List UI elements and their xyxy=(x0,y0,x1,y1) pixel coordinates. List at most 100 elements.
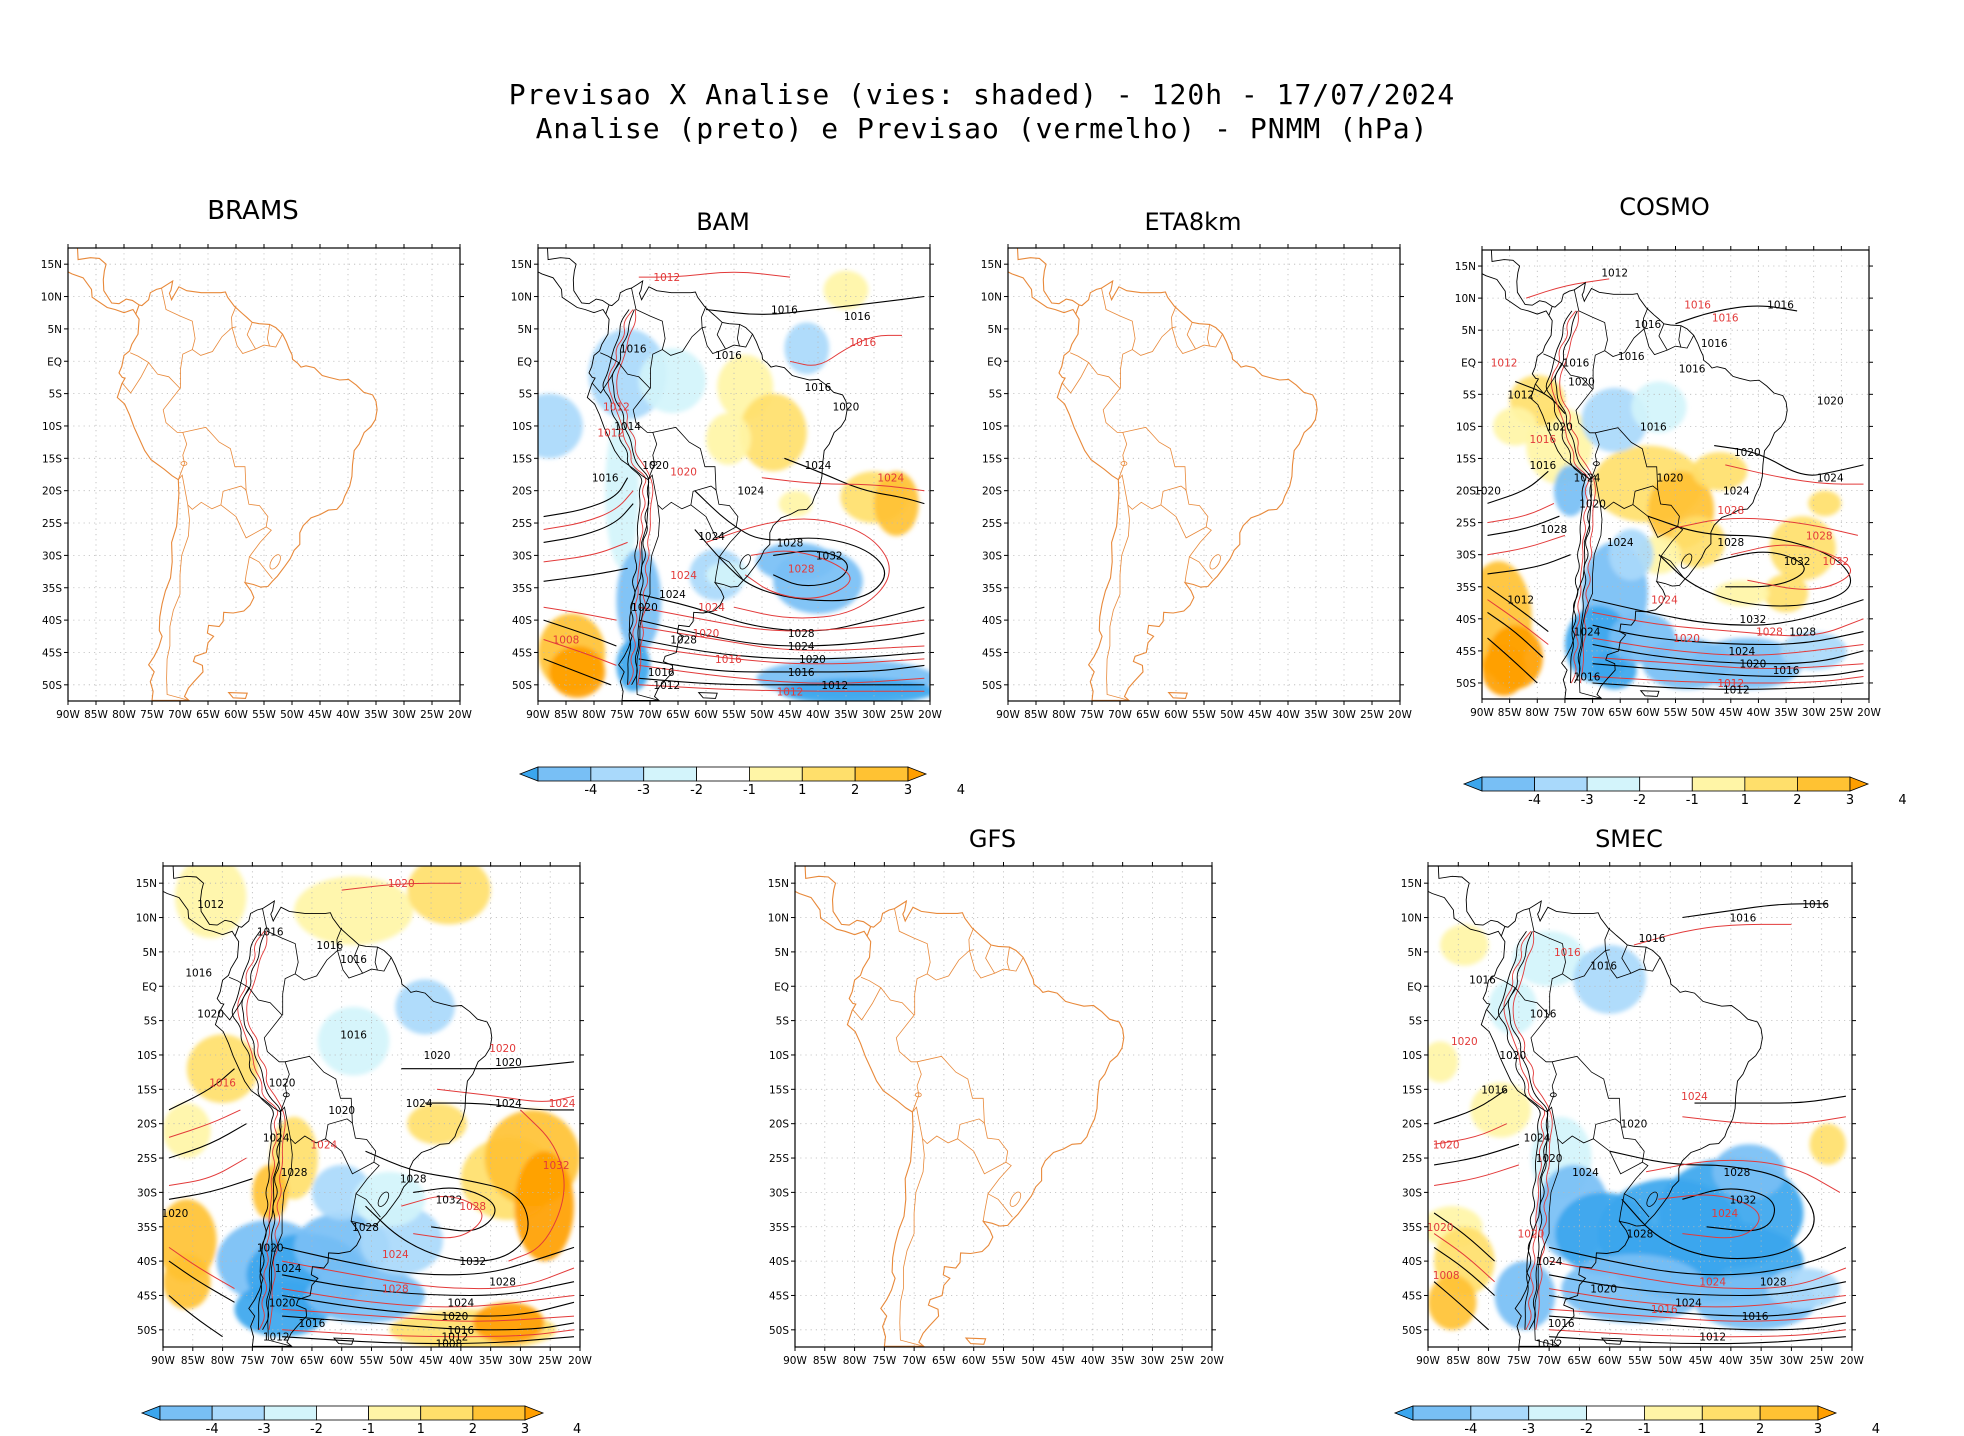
isobar-label: 1024 xyxy=(1817,473,1844,485)
bias-region xyxy=(1428,1274,1477,1330)
lon-tick-label: 80W xyxy=(1477,1355,1501,1367)
lat-tick-label: 35S xyxy=(1456,582,1476,594)
bias-region xyxy=(1692,452,1748,491)
isobar-label: 1016 xyxy=(849,337,876,349)
forecast-isobar xyxy=(1730,544,1851,590)
lat-tick-label: EQ xyxy=(1461,357,1476,369)
lat-tick-label: 45S xyxy=(1402,1290,1422,1302)
lat-tick-label: 10S xyxy=(42,421,62,433)
lat-tick-label: 25S xyxy=(512,518,532,530)
forecast-isobar xyxy=(1592,676,1864,684)
isobar-label: 1012 xyxy=(1699,1332,1726,1344)
lat-tick-label: 10S xyxy=(1402,1050,1422,1062)
isobar-label: 1016 xyxy=(1639,933,1666,945)
lon-tick-label: 45W xyxy=(778,709,802,721)
bias-region xyxy=(186,1034,259,1104)
lon-tick-label: 75W xyxy=(872,1355,896,1367)
colorbar-segment xyxy=(524,1405,545,1421)
isobar-label: 1020 xyxy=(670,466,697,478)
lat-tick-label: 30S xyxy=(512,550,532,562)
lon-tick-label: 40W xyxy=(1081,1355,1105,1367)
lat-tick-label: 10S xyxy=(512,421,532,433)
colorbar-label: 2 xyxy=(1793,793,1801,808)
lat-tick-label: 10N xyxy=(511,292,532,304)
lon-tick-label: 55W xyxy=(360,1355,384,1367)
lon-tick-label: 25W xyxy=(1810,1355,1834,1367)
colorbar-segment xyxy=(316,1405,369,1421)
lat-tick-label: 10N xyxy=(136,913,157,925)
isobar-label: 1016 xyxy=(715,654,742,666)
colorbar-segment xyxy=(1586,776,1641,792)
lat-tick-label: 25S xyxy=(1456,518,1476,530)
lon-tick-label: 25W xyxy=(420,709,444,721)
isobar-label: 1016 xyxy=(1684,300,1711,312)
isobar-label: 1020 xyxy=(197,1009,224,1021)
lon-tick-label: 25W xyxy=(1360,709,1384,721)
colorbar-segment xyxy=(1701,1405,1761,1421)
isobar-label: 1028 xyxy=(1627,1229,1654,1241)
lat-tick-label: 50S xyxy=(42,680,62,692)
isobar-label: 1016 xyxy=(340,954,367,966)
isobar-label: 1024 xyxy=(263,1132,290,1144)
colorbar-label: -3 xyxy=(1581,793,1594,808)
isobar-label: 1016 xyxy=(648,667,675,679)
isobar-label: 1012 xyxy=(603,402,630,414)
lat-tick-label: 15N xyxy=(41,259,62,271)
lon-tick-label: 50W xyxy=(280,709,304,721)
lon-tick-label: 50W xyxy=(750,709,774,721)
colorbar-segment xyxy=(140,1405,161,1421)
lat-tick-label: 45S xyxy=(982,647,1002,659)
lat-tick-label: 35S xyxy=(512,583,532,595)
lat-tick-label: 50S xyxy=(1402,1325,1422,1337)
lon-tick-label: 55W xyxy=(1628,1355,1652,1367)
isobar-label: 1020 xyxy=(1621,1119,1648,1131)
isobar-label: 1028 xyxy=(1789,627,1816,639)
analysis-isobar xyxy=(1433,1088,1508,1125)
colorbar-label: 2 xyxy=(851,783,859,798)
forecast-isobar xyxy=(1646,1159,1841,1193)
analysis-isobar xyxy=(1592,643,1864,665)
lat-tick-label: 20S xyxy=(1402,1119,1422,1131)
isobar-label: 1020 xyxy=(833,402,860,414)
bias-region xyxy=(514,1151,575,1262)
analysis-isobar xyxy=(638,677,925,686)
lat-tick-label: 5N xyxy=(1407,947,1422,959)
coastline xyxy=(163,866,493,1347)
isobar-label: 1012 xyxy=(442,1332,469,1344)
lat-tick-label: 15N xyxy=(768,878,789,890)
lon-tick-label: 60W xyxy=(224,709,248,721)
lon-tick-label: 70W xyxy=(1537,1355,1561,1367)
lon-tick-label: 30W xyxy=(1141,1355,1165,1367)
isobar-label: 1024 xyxy=(1699,1277,1726,1289)
isobar-label: 1020 xyxy=(495,1057,522,1069)
lat-tick-label: 25S xyxy=(1402,1153,1422,1165)
bias-region xyxy=(1573,945,1647,1014)
lat-tick-label: 40S xyxy=(512,615,532,627)
isobar-label: 1028 xyxy=(281,1167,308,1179)
isobar-label: 1028 xyxy=(459,1201,486,1213)
lat-tick-label: 15S xyxy=(1456,453,1476,465)
lon-tick-label: 45W xyxy=(308,709,332,721)
andes-contours xyxy=(231,931,286,1331)
analysis-isobar xyxy=(1675,305,1798,325)
axis-ticks: 15N 10N 5N EQ 5S 10S 15S 20S 25S 30S 35S 40S 45S 50S 9… xyxy=(1401,862,1864,1367)
isobar-label: 1020 xyxy=(1568,376,1595,388)
lon-tick-label: 20W xyxy=(1200,1355,1224,1367)
isobar-label: 1012 xyxy=(653,272,680,284)
lon-tick-label: 80W xyxy=(112,709,136,721)
analysis-isobar xyxy=(168,1068,235,1111)
isobars xyxy=(543,271,925,692)
lon-tick-label: 30W xyxy=(862,709,886,721)
lon-tick-label: 35W xyxy=(834,709,858,721)
analysis-isobar xyxy=(543,567,628,582)
bias-region xyxy=(1808,490,1842,517)
country-borders xyxy=(1061,288,1223,701)
lat-tick-label: 15N xyxy=(136,878,157,890)
analysis-isobar xyxy=(1592,663,1864,678)
forecast-isobar xyxy=(1434,1123,1507,1145)
lat-tick-label: 20S xyxy=(1456,486,1476,498)
analysis-isobar xyxy=(168,1295,223,1338)
analysis-isobar xyxy=(425,1102,574,1111)
lon-tick-label: 65W xyxy=(1136,709,1160,721)
colorbar-segment xyxy=(696,766,750,782)
